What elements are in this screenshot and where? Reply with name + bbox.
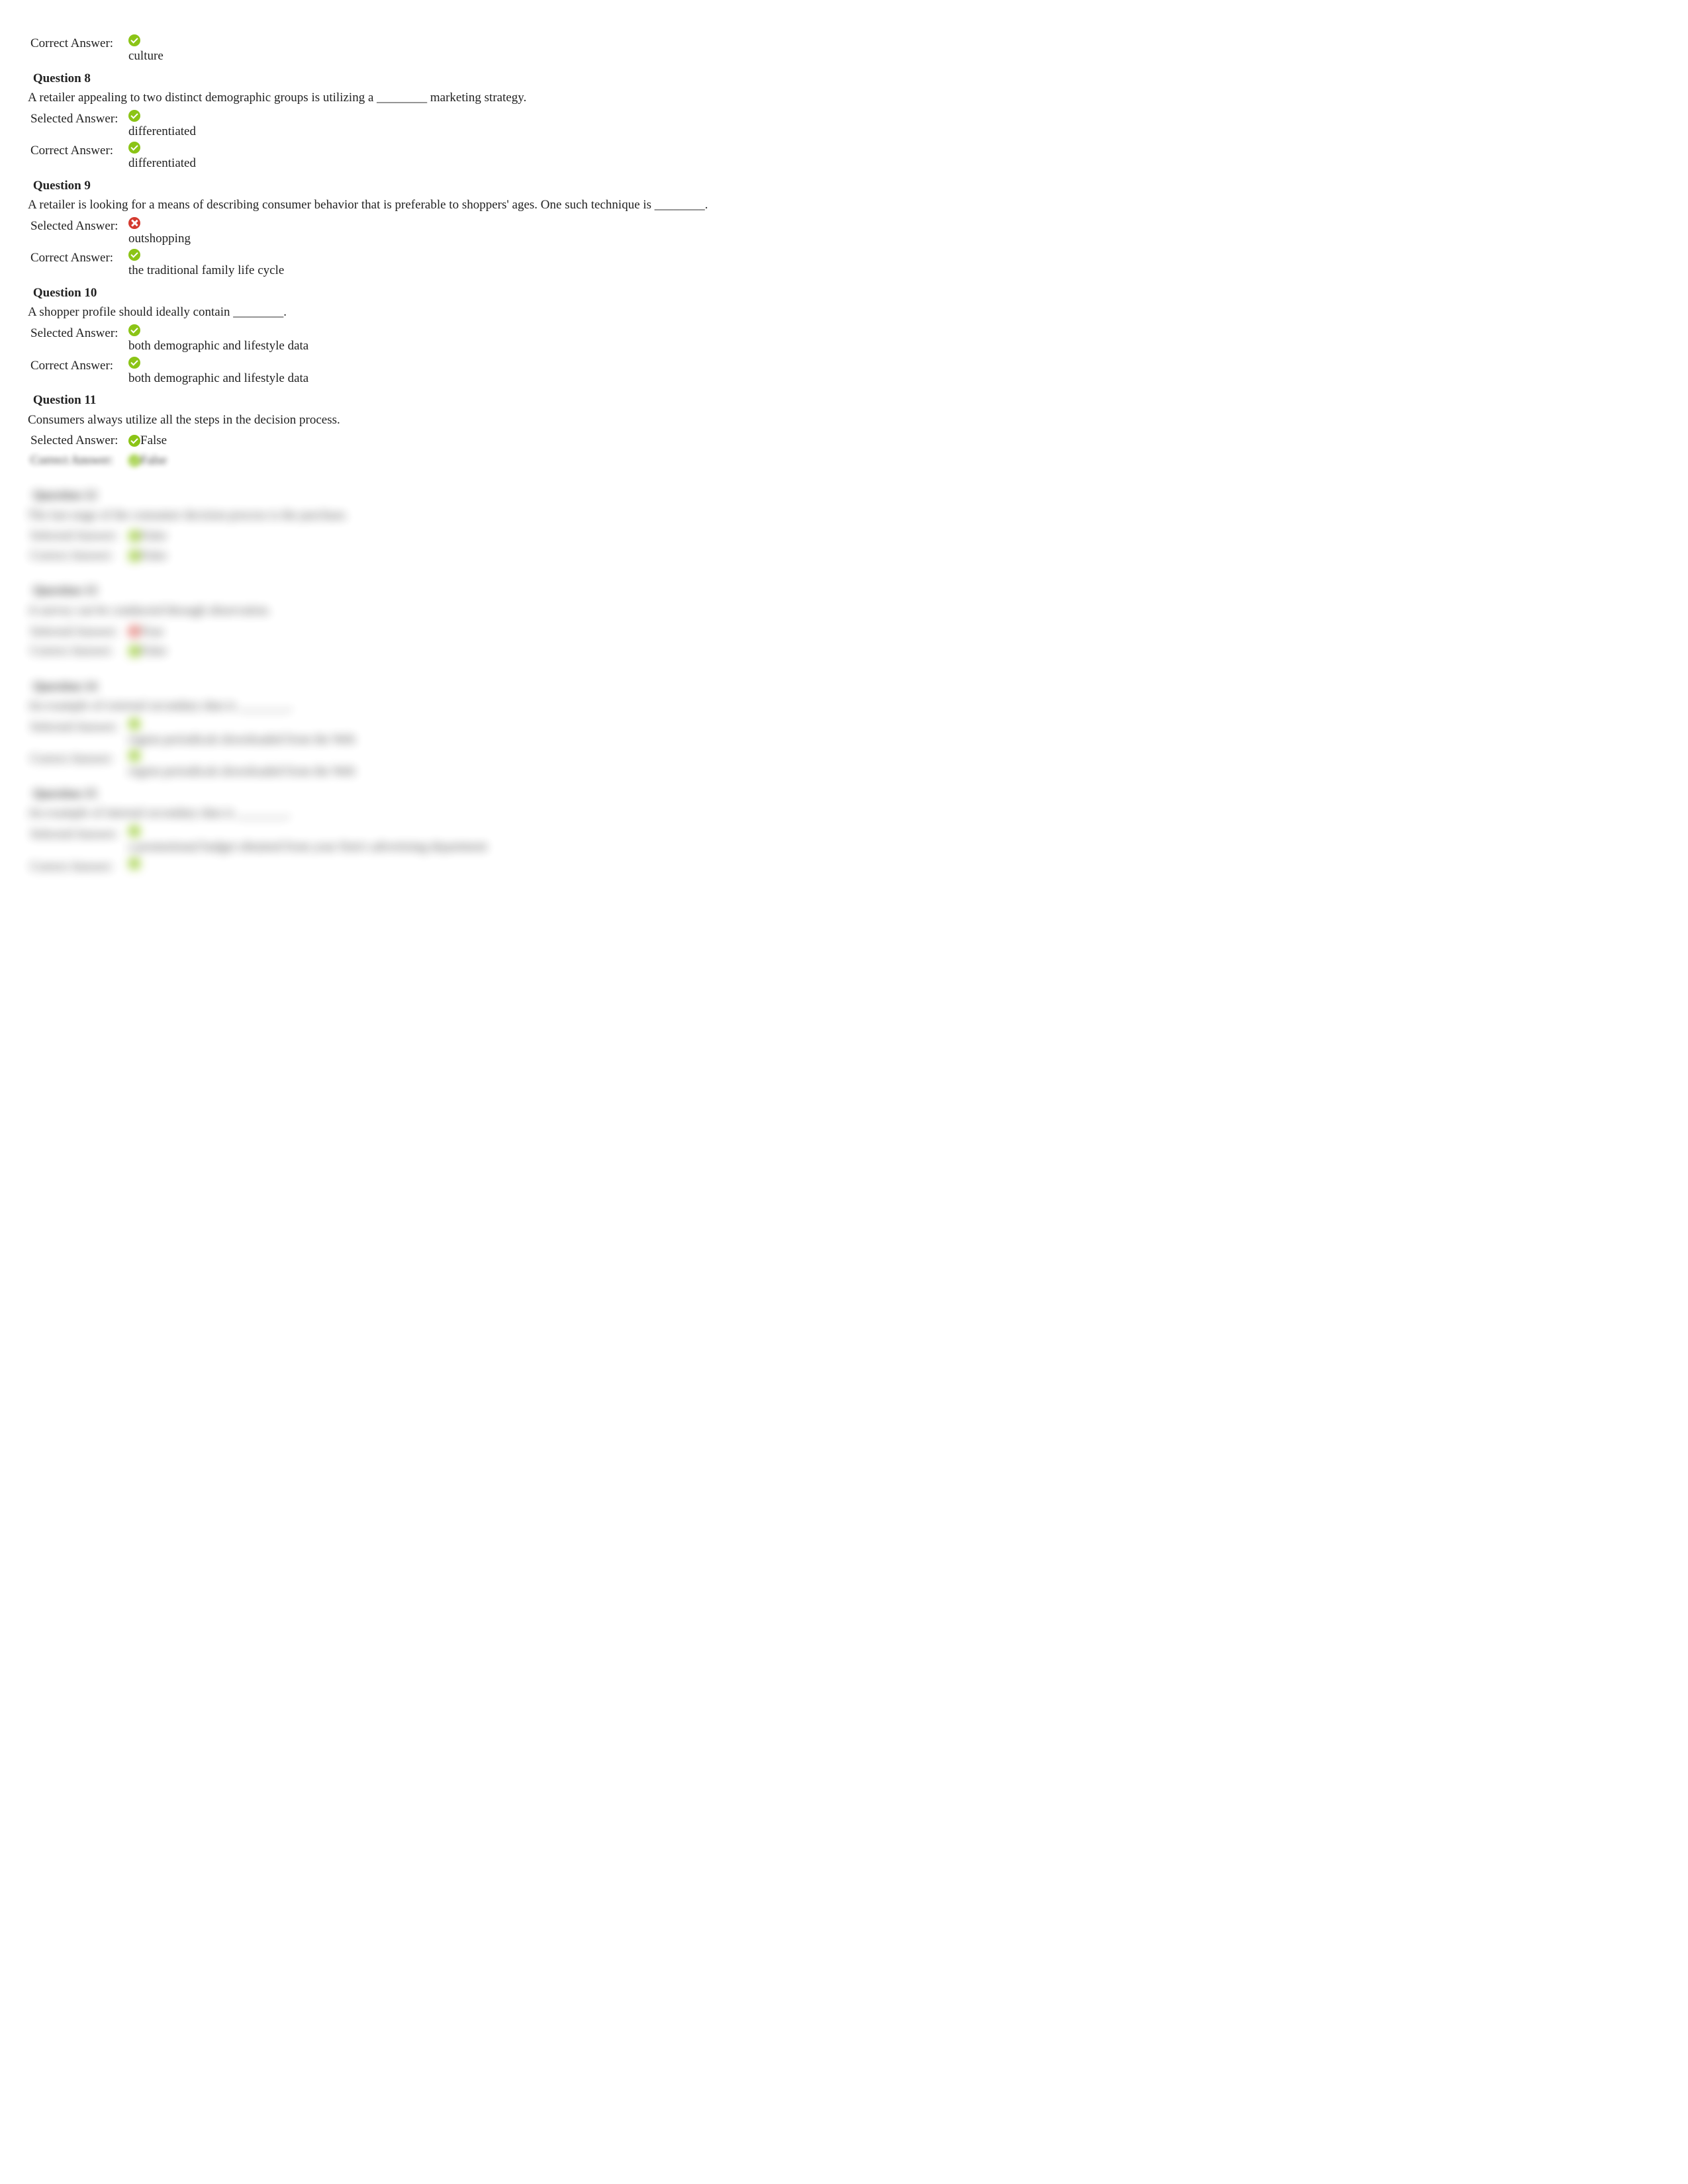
check-icon	[128, 718, 140, 730]
correct-answer-row: Correct Answer: False	[30, 547, 1663, 565]
question-text: Consumers always utilize all the steps i…	[28, 411, 1663, 430]
question-text: An example of external secondary data is…	[28, 697, 1663, 715]
correct-answer-row-blurred: Correct Answer: False	[30, 451, 1663, 470]
selected-answer-row: Selected Answer: a promotional budget ob…	[30, 825, 1663, 856]
cross-icon	[128, 217, 140, 229]
check-icon	[128, 750, 140, 762]
check-icon	[128, 142, 140, 154]
question-header: Question 12	[25, 486, 1663, 505]
correct-answer-row: Correct Answer: False	[30, 642, 1663, 660]
question-text: A retailer appealing to two distinct dem…	[28, 89, 1663, 107]
question-text: A shopper profile should ideally contain…	[28, 303, 1663, 322]
question-header: Question 9	[25, 177, 1663, 195]
selected-answer-row: Selected Answer: False	[30, 432, 1663, 450]
selected-answer-value: outshopping	[128, 230, 191, 248]
check-icon	[128, 324, 140, 336]
correct-answer-label: Correct Answer:	[30, 357, 128, 375]
correct-answer-value: the traditional family life cycle	[128, 261, 284, 280]
selected-answer-label: Selected Answer:	[30, 825, 128, 844]
correct-answer-label: Correct Answer:	[30, 34, 128, 53]
check-icon	[128, 550, 140, 562]
selected-answer-label: Selected Answer:	[30, 217, 128, 236]
selected-answer-row: Selected Answer: differentiated	[30, 110, 1663, 141]
selected-answer-value: False	[140, 527, 167, 545]
selected-answer-value: differentiated	[128, 122, 196, 141]
check-icon	[128, 357, 140, 369]
correct-answer-label: Correct Answer:	[30, 142, 128, 160]
question-header: Question 11	[25, 391, 1663, 410]
correct-answer-row: Correct Answer:	[30, 858, 1663, 876]
correct-answer-label: Correct Answer:	[30, 642, 128, 660]
question-header: Question 10	[25, 284, 1663, 302]
question-header: Question 13	[25, 582, 1663, 600]
question-text: A retailer is looking for a means of des…	[28, 196, 1663, 214]
selected-answer-row: Selected Answer: region periodicals down…	[30, 718, 1663, 749]
question-header: Question 15	[25, 785, 1663, 803]
check-icon	[128, 858, 140, 870]
check-icon	[128, 110, 140, 122]
question-8-block: Question 8 A retailer appealing to two d…	[25, 69, 1663, 173]
correct-answer-value: culture	[128, 47, 164, 66]
selected-answer-value: region periodicals downloaded from the W…	[128, 731, 355, 749]
correct-answer-label: Correct Answer:	[30, 451, 128, 470]
correct-answer-row: Correct Answer: both demographic and lif…	[30, 357, 1663, 388]
selected-answer-label: Selected Answer:	[30, 718, 128, 737]
correct-answer-row: Correct Answer: culture	[30, 34, 1663, 66]
question-14-block-blurred: Question 14 An example of external secon…	[25, 678, 1663, 781]
selected-answer-row: Selected Answer: both demographic and li…	[30, 324, 1663, 355]
check-icon	[128, 530, 140, 542]
question-header: Question 8	[25, 69, 1663, 88]
correct-answer-value: False	[140, 451, 167, 470]
question-10-block: Question 10 A shopper profile should ide…	[25, 284, 1663, 387]
correct-answer-row: Correct Answer: differentiated	[30, 142, 1663, 173]
selected-answer-value: False	[140, 432, 167, 450]
check-icon	[128, 34, 140, 46]
check-icon	[128, 435, 140, 447]
correct-answer-value: differentiated	[128, 154, 196, 173]
question-text: An example of internal secondary data is…	[28, 804, 1663, 823]
question-13-block-blurred: Question 13 A survey can be conducted th…	[25, 582, 1663, 660]
question-text: A survey can be conducted through observ…	[28, 602, 1663, 620]
correct-answer-value: False	[140, 642, 167, 660]
question-15-block-blurred: Question 15 An example of internal secon…	[25, 785, 1663, 876]
check-icon	[128, 455, 140, 467]
check-icon	[128, 645, 140, 657]
question-12-block-blurred: Question 12 The last stage of the consum…	[25, 486, 1663, 565]
selected-answer-label: Selected Answer:	[30, 432, 128, 450]
correct-answer-label: Correct Answer:	[30, 858, 128, 876]
question-header: Question 14	[25, 678, 1663, 696]
question-text: The last stage of the consumer decision …	[28, 506, 1663, 525]
correct-answer-label: Correct Answer:	[30, 249, 128, 267]
selected-answer-label: Selected Answer:	[30, 324, 128, 343]
selected-answer-value: both demographic and lifestyle data	[128, 337, 308, 355]
selected-answer-value: True	[140, 623, 164, 641]
selected-answer-label: Selected Answer:	[30, 623, 128, 641]
question-11-block: Question 11 Consumers always utilize all…	[25, 391, 1663, 469]
correct-answer-label: Correct Answer:	[30, 750, 128, 768]
correct-answer-value: False	[140, 547, 167, 565]
correct-answer-value: region periodicals downloaded from the W…	[128, 762, 355, 781]
correct-answer-row: Correct Answer: the traditional family l…	[30, 249, 1663, 280]
check-icon	[128, 249, 140, 261]
correct-answer-label: Correct Answer:	[30, 547, 128, 565]
selected-answer-label: Selected Answer:	[30, 110, 128, 128]
q7-correct-block: Correct Answer: culture	[25, 34, 1663, 66]
selected-answer-label: Selected Answer:	[30, 527, 128, 545]
selected-answer-row: Selected Answer: True	[30, 623, 1663, 641]
check-icon	[128, 825, 140, 837]
correct-answer-row: Correct Answer: region periodicals downl…	[30, 750, 1663, 781]
selected-answer-value: a promotional budget obtained from your …	[128, 838, 487, 856]
correct-answer-value: both demographic and lifestyle data	[128, 369, 308, 388]
selected-answer-row: Selected Answer: outshopping	[30, 217, 1663, 248]
cross-icon	[128, 625, 140, 637]
selected-answer-row: Selected Answer: False	[30, 527, 1663, 545]
question-9-block: Question 9 A retailer is looking for a m…	[25, 177, 1663, 280]
